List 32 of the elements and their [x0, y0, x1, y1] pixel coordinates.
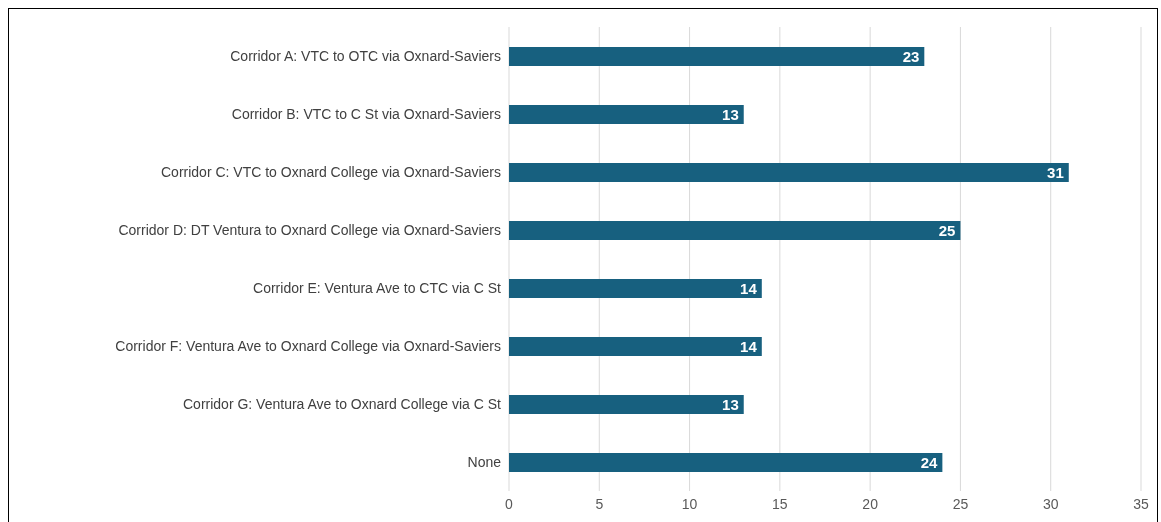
data-label: 31 — [1047, 163, 1064, 181]
bar — [509, 163, 1069, 182]
data-label: 14 — [740, 279, 758, 297]
bar — [509, 47, 925, 66]
y-tick-label: Corridor F: Ventura Ave to Oxnard College via Oxnard-Saviers — [115, 337, 501, 354]
x-tick-label: 35 — [1133, 495, 1149, 512]
x-tick-label: 20 — [862, 495, 879, 512]
data-label: 23 — [902, 47, 920, 65]
x-tick-label: 30 — [1042, 495, 1059, 512]
y-tick-label: Corridor E: Ventura Ave to CTC via C St — [253, 279, 502, 296]
x-tick-label: 10 — [681, 495, 698, 512]
x-tick-label: 15 — [772, 495, 788, 512]
y-tick-label: Corridor B: VTC to C St via Oxnard-Saviers — [231, 105, 501, 122]
data-label: 13 — [722, 105, 739, 123]
y-tick-label: None — [467, 453, 502, 470]
bar — [509, 453, 943, 472]
data-label: 25 — [938, 221, 956, 239]
x-tick-label: 25 — [952, 495, 969, 512]
y-tick-label: Corridor A: VTC to OTC via Oxnard-Saviers — [230, 47, 501, 64]
bar — [509, 105, 744, 124]
y-tick-label: Corridor C: VTC to Oxnard College via Oxnard-Saviers — [160, 163, 501, 180]
data-label: 13 — [722, 395, 739, 413]
bar — [509, 221, 961, 240]
x-tick-label: 0 — [505, 495, 514, 512]
bar — [509, 395, 744, 414]
y-tick-label: Corridor D: DT Ventura to Oxnard College via Oxnard-Saviers — [118, 221, 501, 238]
y-tick-label: Corridor G: Ventura Ave to Oxnard College via C St — [182, 395, 502, 412]
data-label: 14 — [740, 337, 758, 355]
bar — [509, 337, 762, 356]
data-label: 24 — [920, 453, 939, 471]
bar — [509, 279, 762, 298]
x-tick-label: 5 — [595, 495, 604, 512]
